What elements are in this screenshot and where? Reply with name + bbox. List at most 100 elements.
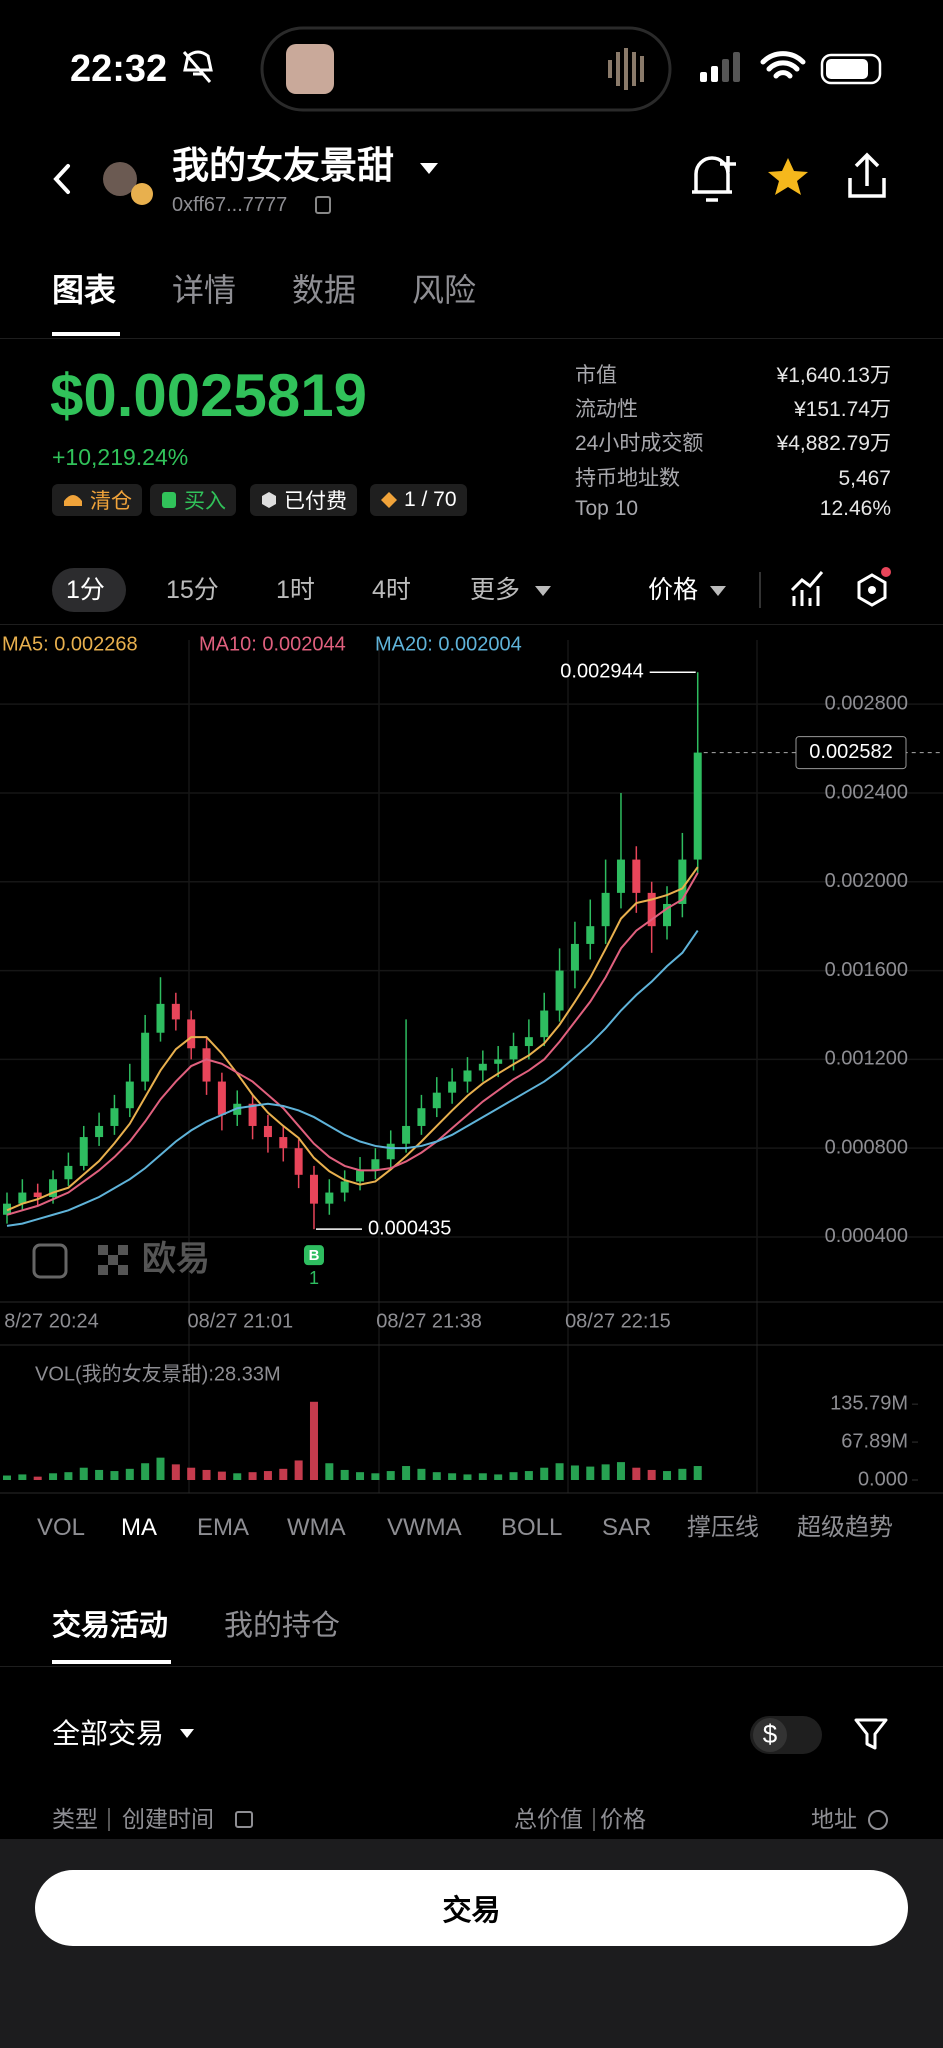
volume-bar [110, 1471, 119, 1480]
stat-label: 24小时成交额 [575, 432, 704, 455]
calendar-icon [235, 1811, 253, 1828]
dynamic-island [260, 26, 672, 112]
stat-value: ¥1,640.13万 [776, 364, 891, 387]
tag-icon [64, 495, 82, 506]
tab[interactable]: 图表 [52, 272, 117, 308]
island-avatar [286, 44, 334, 94]
interval[interactable]: 15分 [166, 576, 219, 604]
volume-bar [678, 1468, 687, 1480]
stat-label: 市值 [575, 364, 617, 387]
ma-line [6, 866, 699, 1212]
indicator-tab[interactable]: VWMA [387, 1514, 462, 1541]
copy-icon[interactable] [315, 196, 331, 214]
interval[interactable]: 4时 [372, 576, 411, 604]
volume-bar [49, 1473, 58, 1480]
volume-bar [279, 1468, 288, 1480]
tab[interactable]: 详情 [172, 272, 237, 308]
interval-icons [535, 567, 891, 608]
settings-button[interactable] [857, 573, 887, 607]
token-avatar [103, 162, 137, 196]
volume-bar [432, 1472, 441, 1480]
activity-tab[interactable]: 我的持仓 [224, 1610, 341, 1642]
tag[interactable]: 清仓 [52, 484, 142, 516]
watermark: 欧易 [32, 1240, 210, 1279]
column-header: 价格 [600, 1806, 646, 1832]
tab[interactable]: 风险 [412, 272, 477, 308]
alert-button[interactable] [692, 156, 732, 202]
activity-tab[interactable]: 交易活动 [52, 1610, 169, 1642]
title-caret[interactable] [420, 163, 438, 174]
trade-filter[interactable]: 全部交易 [52, 1718, 165, 1749]
indicator-tab[interactable]: BOLL [501, 1514, 563, 1541]
volume-bar [171, 1464, 180, 1480]
candle-body [570, 943, 579, 971]
volume-bar [524, 1471, 533, 1480]
filter-button[interactable] [854, 1718, 888, 1750]
token-title[interactable]: 我的女友景甜 [172, 145, 394, 186]
y-tick-label: 0.002000 [825, 870, 908, 892]
tag[interactable]: 买入 [150, 484, 236, 516]
stat-label: 持币地址数 [575, 467, 680, 490]
candle-body [647, 892, 656, 927]
tag[interactable]: 1 / 70 [370, 484, 467, 516]
trade-button[interactable]: 交易 [35, 1870, 908, 1946]
volume-bar [647, 1469, 656, 1480]
volume-bar [693, 1466, 702, 1480]
volume-bar [402, 1466, 411, 1480]
ma-legend: MA20: 0.002004 [375, 633, 522, 655]
battery-level [826, 59, 868, 79]
interval[interactable]: 1时 [276, 576, 315, 604]
volume-bar [33, 1476, 42, 1480]
price-toggle[interactable]: 价格 [648, 576, 699, 604]
low-label: 0.000435 [368, 1217, 451, 1239]
tab[interactable]: 数据 [292, 272, 357, 308]
indicator-tab[interactable]: SAR [602, 1514, 652, 1541]
volume-bar [463, 1474, 472, 1480]
volume-bar [601, 1464, 610, 1480]
indicator-tab[interactable]: MA [121, 1514, 157, 1541]
volume-bar [555, 1463, 564, 1480]
tag-text: 买入 [184, 490, 226, 513]
volume-bar [663, 1471, 672, 1480]
share-button[interactable] [848, 152, 886, 198]
vertical-grid [188, 640, 758, 1493]
tab-underline [52, 332, 120, 336]
watermark-text: 欧易 [142, 1240, 210, 1278]
tag[interactable]: 已付费 [250, 484, 357, 516]
volume-bar [632, 1467, 641, 1480]
candle-body [79, 1137, 88, 1166]
wifi-icon [760, 51, 806, 79]
candle-body [463, 1070, 472, 1082]
last-price: 0.002582 [809, 741, 892, 763]
candle-body [432, 1092, 441, 1109]
indicator-tab[interactable]: 撑压线 [687, 1514, 759, 1541]
candle-body [693, 752, 702, 860]
y-tick-label: 0.000400 [825, 1225, 908, 1247]
x-tick-label: 08/27 21:38 [376, 1310, 482, 1332]
ma-line [6, 872, 699, 1216]
indicator-tab[interactable]: EMA [197, 1514, 250, 1541]
price-change: +10,219.24% [52, 444, 189, 470]
candle-body [202, 1048, 211, 1082]
interval[interactable]: 1分 [66, 576, 105, 604]
volume-bar [386, 1471, 395, 1480]
volume-bar [494, 1474, 503, 1480]
alert-plus [720, 156, 736, 172]
interval[interactable]: 更多 [470, 576, 521, 604]
column-header[interactable]: 创建时间 [122, 1806, 214, 1832]
last-price-box [795, 736, 907, 770]
indicator-tab[interactable]: 超级趋势 [797, 1514, 893, 1541]
indicator-tab[interactable]: VOL [37, 1514, 86, 1541]
chain-badge [131, 183, 153, 205]
mute-slash [182, 51, 212, 83]
volume-bar [417, 1468, 426, 1480]
back-button[interactable] [53, 164, 70, 194]
favorite-button[interactable] [768, 158, 808, 195]
indicator-tab[interactable]: WMA [287, 1514, 346, 1541]
volume-bar [79, 1467, 88, 1480]
token-address: 0xff67...7777 [172, 194, 288, 216]
indicator-button[interactable] [790, 571, 824, 606]
tag-icon [381, 492, 397, 508]
volume-bar [2, 1475, 11, 1480]
price-caret [710, 586, 726, 596]
